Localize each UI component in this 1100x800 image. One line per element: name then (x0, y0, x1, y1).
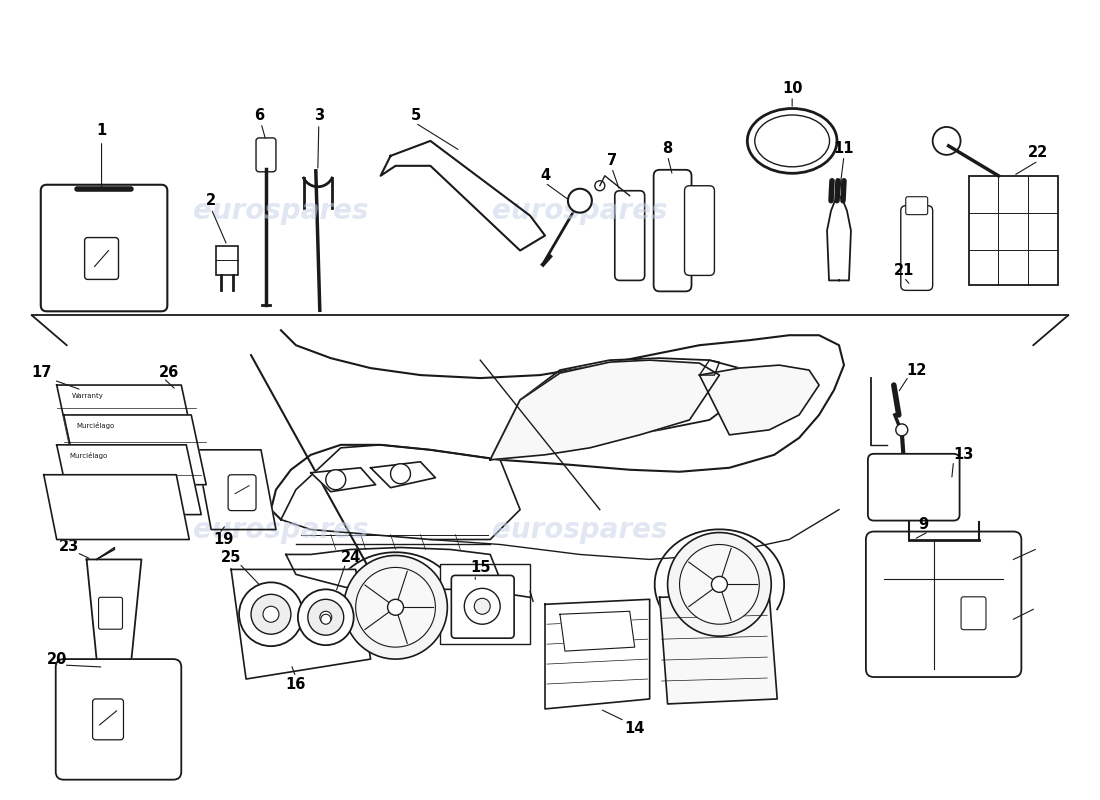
Text: 16: 16 (286, 677, 306, 691)
Text: 20: 20 (46, 651, 67, 666)
Text: 5: 5 (410, 109, 420, 123)
Text: 4: 4 (540, 168, 550, 183)
Polygon shape (97, 547, 114, 559)
Text: 3: 3 (314, 109, 323, 123)
FancyBboxPatch shape (451, 575, 514, 638)
Polygon shape (87, 559, 142, 659)
Text: eurospares: eurospares (194, 515, 368, 543)
Polygon shape (44, 474, 189, 539)
Text: Murciélago: Murciélago (77, 422, 114, 429)
Text: eurospares: eurospares (194, 197, 368, 225)
Circle shape (308, 599, 343, 635)
Polygon shape (700, 365, 820, 435)
FancyBboxPatch shape (615, 190, 645, 281)
Text: 2: 2 (206, 193, 217, 208)
FancyBboxPatch shape (85, 238, 119, 279)
FancyBboxPatch shape (866, 531, 1022, 677)
Text: 15: 15 (470, 560, 491, 575)
Text: eurospares: eurospares (492, 197, 668, 225)
Text: 14: 14 (625, 722, 645, 736)
FancyBboxPatch shape (868, 454, 959, 521)
Text: 25: 25 (221, 550, 241, 565)
Circle shape (668, 533, 771, 636)
Circle shape (321, 614, 331, 624)
Circle shape (355, 567, 436, 647)
Circle shape (326, 470, 345, 490)
Text: 10: 10 (782, 81, 802, 95)
Text: 9: 9 (918, 517, 928, 532)
FancyBboxPatch shape (829, 238, 849, 265)
FancyBboxPatch shape (56, 659, 182, 780)
Circle shape (320, 611, 332, 623)
Polygon shape (196, 450, 276, 530)
Text: Murciélago: Murciélago (69, 452, 108, 458)
Text: 18: 18 (141, 458, 162, 472)
FancyBboxPatch shape (905, 197, 927, 214)
Bar (217, 246, 238, 275)
Ellipse shape (755, 115, 829, 167)
FancyBboxPatch shape (684, 186, 714, 275)
Text: 11: 11 (834, 142, 855, 156)
Text: 23: 23 (58, 539, 79, 554)
Polygon shape (491, 360, 719, 460)
FancyBboxPatch shape (92, 699, 123, 740)
Ellipse shape (747, 109, 837, 174)
Polygon shape (57, 385, 196, 455)
Polygon shape (381, 141, 544, 250)
Polygon shape (560, 611, 635, 651)
Circle shape (712, 576, 727, 592)
Polygon shape (491, 358, 749, 460)
Text: 13: 13 (954, 447, 974, 462)
Polygon shape (371, 462, 436, 488)
FancyBboxPatch shape (901, 206, 933, 290)
Circle shape (251, 594, 290, 634)
Polygon shape (660, 594, 778, 704)
Polygon shape (231, 570, 371, 679)
Text: eurospares: eurospares (492, 515, 668, 543)
Text: 22: 22 (1028, 146, 1048, 160)
Circle shape (933, 127, 960, 155)
Polygon shape (544, 599, 650, 709)
Text: 7: 7 (607, 154, 617, 168)
Text: 6: 6 (254, 109, 264, 123)
Circle shape (263, 606, 279, 622)
Polygon shape (827, 196, 851, 281)
Text: Warranty: Warranty (72, 393, 103, 399)
Circle shape (343, 555, 448, 659)
Text: 1: 1 (97, 123, 107, 138)
Circle shape (895, 424, 908, 436)
FancyBboxPatch shape (41, 185, 167, 311)
Text: 21: 21 (893, 263, 914, 278)
FancyBboxPatch shape (961, 597, 986, 630)
FancyBboxPatch shape (653, 170, 692, 291)
Polygon shape (57, 445, 201, 514)
Text: 8: 8 (662, 142, 673, 156)
Circle shape (298, 590, 354, 645)
Circle shape (680, 545, 759, 624)
Circle shape (474, 598, 491, 614)
Bar (440, 565, 530, 644)
Polygon shape (286, 547, 500, 590)
Polygon shape (64, 415, 206, 485)
FancyBboxPatch shape (228, 474, 256, 510)
Circle shape (387, 599, 404, 615)
Text: 26: 26 (160, 365, 179, 379)
Text: 19: 19 (213, 532, 233, 547)
Text: 12: 12 (906, 362, 927, 378)
Circle shape (390, 464, 410, 484)
Text: 24: 24 (341, 550, 361, 565)
Circle shape (239, 582, 302, 646)
Bar (968, 176, 1058, 286)
Circle shape (464, 588, 500, 624)
Circle shape (568, 189, 592, 213)
Circle shape (595, 181, 605, 190)
FancyBboxPatch shape (256, 138, 276, 172)
Text: 17: 17 (32, 365, 52, 379)
Polygon shape (311, 468, 375, 492)
FancyBboxPatch shape (99, 598, 122, 630)
